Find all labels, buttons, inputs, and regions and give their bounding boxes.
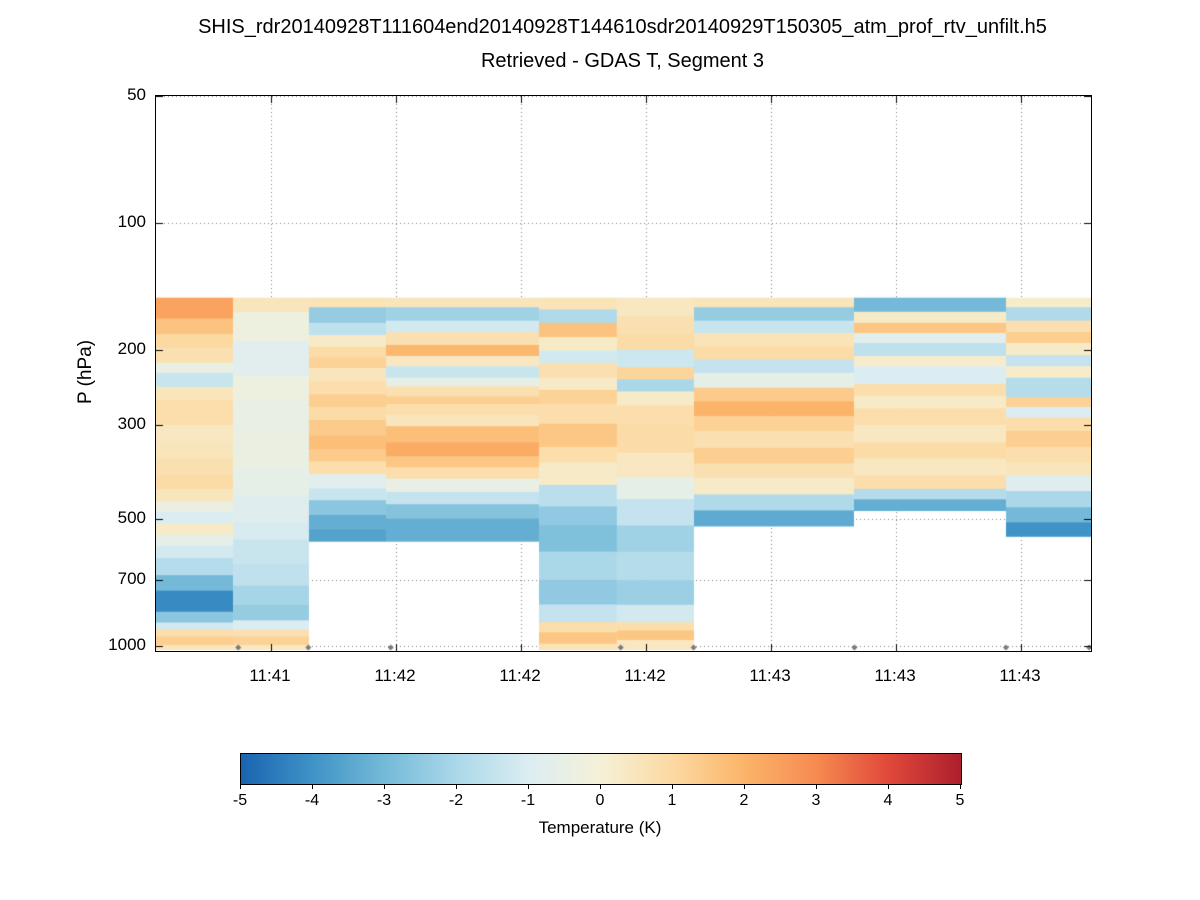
colorbar-tick [600,784,601,789]
colorbar-tick-label: 3 [811,792,821,809]
colorbar-tick [888,784,889,789]
y-tick-label: 500 [117,507,146,527]
colorbar-tick [312,784,313,789]
colorbar-tick-label: -4 [304,792,320,809]
colorbar-tick-label: 5 [955,792,965,809]
x-tick-label: 11:42 [374,666,416,685]
colorbar-tick [456,784,457,789]
colorbar-tick-label: -5 [232,792,248,809]
colorbar-tick [816,784,817,789]
y-tick-label: 700 [117,569,146,589]
colorbar-tick [528,784,529,789]
plot-area [155,95,1092,652]
x-tick-label: 11:42 [624,666,666,685]
y-tick-label: 1000 [108,634,146,654]
y-tick-label: 100 [117,212,146,232]
colorbar-tick [960,784,961,789]
figure-subtitle: Retrieved - GDAS T, Segment 3 [480,50,765,72]
colorbar-tick-label: -3 [376,792,392,809]
colorbar-tick-label: 0 [595,792,605,809]
heatmap-canvas [156,96,1091,651]
figure-title-filename: SHIS_rdr20140928T111604end20140928T14461… [198,16,1047,38]
colorbar-tick-label: 1 [667,792,677,809]
x-tick-label: 11:42 [499,666,541,685]
colorbar-tick [672,784,673,789]
y-tick-label: 300 [117,413,146,433]
colorbar-tick-label: 2 [739,792,749,809]
colorbar-tick [240,784,241,789]
x-tick-label: 11:43 [874,666,916,685]
colorbar-tick-label: -2 [448,792,464,809]
x-tick-label: 11:43 [999,666,1041,685]
colorbar-tick-label: 4 [883,792,893,809]
colorbar-label: Temperature (K) [538,818,662,837]
x-tick-label: 11:43 [749,666,791,685]
y-tick-label: 200 [117,339,146,359]
colorbar-tick-label: -1 [520,792,536,809]
x-tick-label: 11:41 [249,666,291,685]
colorbar [240,753,962,785]
colorbar-tick [744,784,745,789]
y-tick-label: 50 [127,85,146,104]
colorbar-tick [384,784,385,789]
